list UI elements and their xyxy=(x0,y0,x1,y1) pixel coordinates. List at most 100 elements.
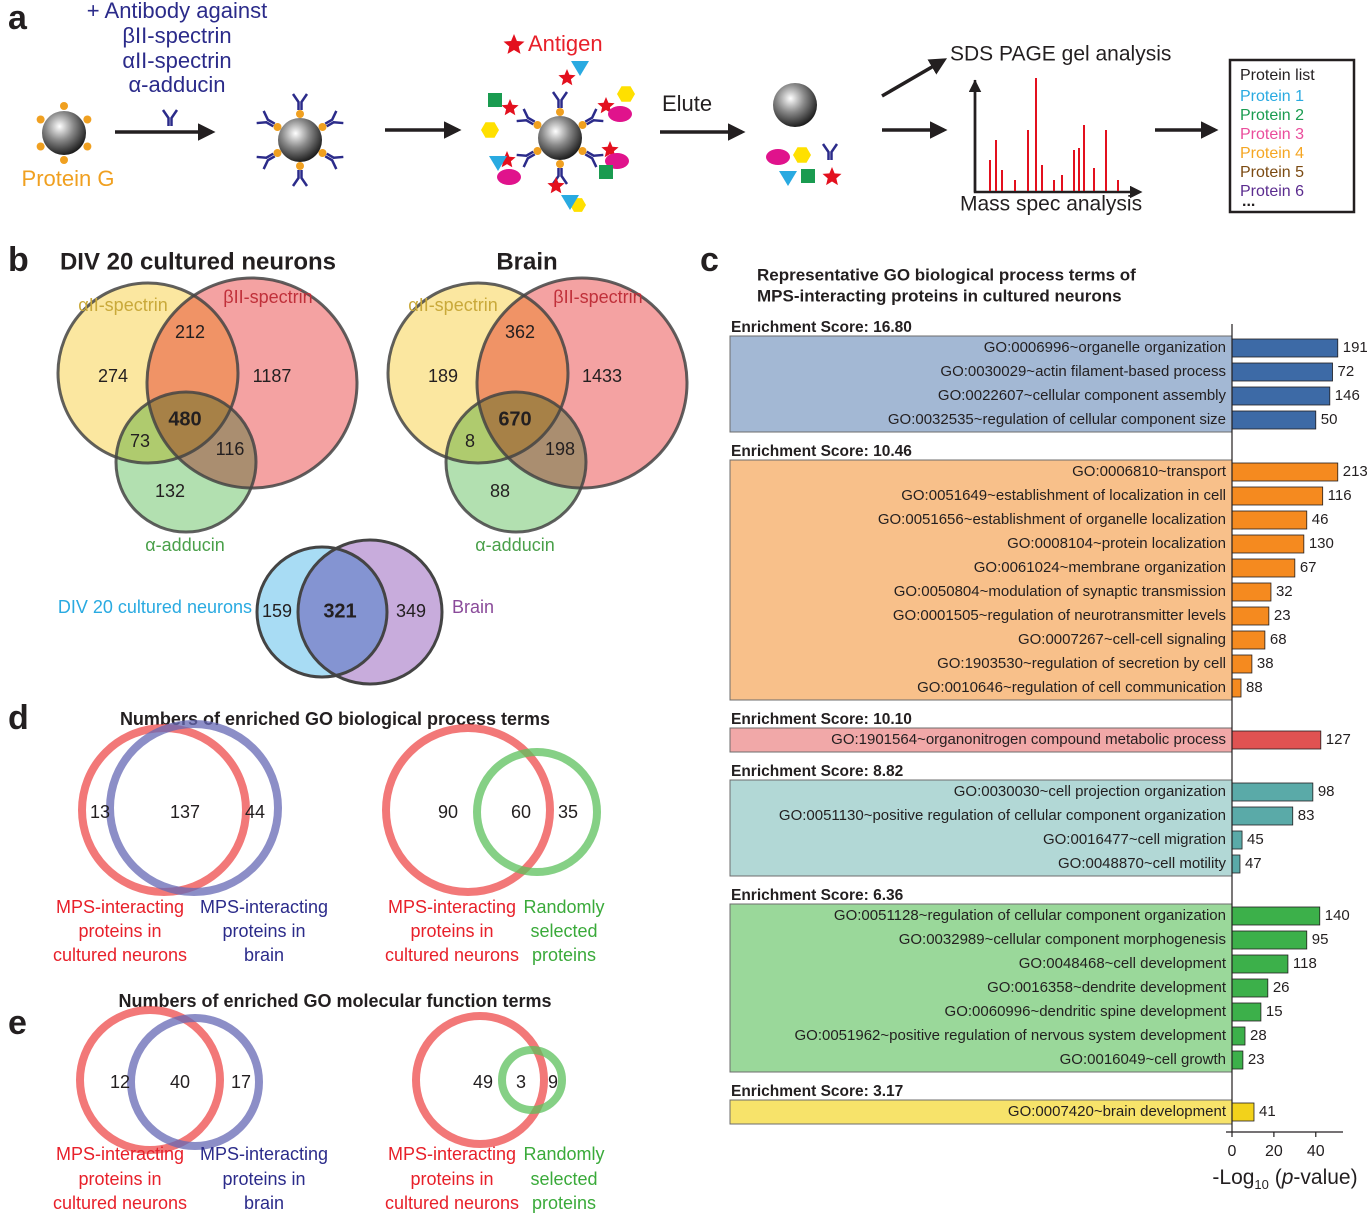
antigen-star xyxy=(547,177,565,194)
arrow xyxy=(881,58,948,98)
bar xyxy=(1231,558,1296,578)
group-box xyxy=(729,1099,1233,1125)
ellipse xyxy=(766,149,790,165)
venn-count: 137 xyxy=(170,802,200,822)
venn-ring xyxy=(498,1046,566,1114)
group-header: Enrichment Score: 3.17 xyxy=(731,1083,903,1100)
set-label: proteins xyxy=(532,1193,596,1213)
triangle xyxy=(489,156,507,171)
protein-g-dot xyxy=(578,147,587,155)
venn-count: 40 xyxy=(170,1072,190,1092)
category-label: GO:0016049~cell growth xyxy=(1060,1051,1226,1068)
venn-count: 90 xyxy=(438,802,458,822)
category-label: GO:0048468~cell development xyxy=(1019,955,1227,972)
label: αII-spectrin xyxy=(122,48,231,73)
group-box xyxy=(729,727,1233,753)
square xyxy=(599,165,613,179)
protein-item: Protein 1 xyxy=(1240,88,1304,105)
venn-count: 159 xyxy=(262,601,292,621)
ms-axes xyxy=(973,80,1143,199)
venn-ring xyxy=(473,748,601,876)
protein-item: Protein 3 xyxy=(1240,126,1304,143)
count-label: 26 xyxy=(1273,979,1290,996)
antibody xyxy=(256,152,276,170)
x-axis-label: -Log10 (p-value) xyxy=(1212,1166,1357,1192)
venn-outline xyxy=(386,281,570,465)
antigen-star xyxy=(498,151,516,168)
bar xyxy=(1231,630,1266,650)
count-label: 146 xyxy=(1335,387,1360,404)
set-label: α-adducin xyxy=(475,535,554,555)
bead xyxy=(42,111,86,155)
category-label: GO:0001505~regulation of neurotransmitte… xyxy=(893,607,1226,624)
venn-count: 44 xyxy=(245,802,265,822)
bar xyxy=(1231,1050,1244,1070)
panel-label: c xyxy=(700,241,719,279)
category-label: GO:0050804~modulation of synaptic transm… xyxy=(894,583,1226,600)
venn-count: 17 xyxy=(231,1072,251,1092)
antigen-star xyxy=(558,69,576,86)
category-label: GO:0060996~dendritic spine development xyxy=(945,1003,1227,1020)
label: ... xyxy=(1242,193,1255,210)
set-label: proteins xyxy=(532,945,596,965)
antibody xyxy=(516,108,536,126)
protein-g-dot xyxy=(556,160,564,168)
set-label: proteins in xyxy=(78,1169,161,1189)
set-label: DIV 20 cultured neurons xyxy=(58,597,252,617)
bar xyxy=(1231,1002,1262,1022)
venn-outline xyxy=(255,545,389,679)
x-axis-label-part: p xyxy=(1281,1166,1294,1189)
bar xyxy=(1231,362,1333,382)
venn xyxy=(388,278,687,532)
venn-count: 13 xyxy=(90,802,110,822)
group-header: Enrichment Score: 16.80 xyxy=(731,319,912,336)
category-label: GO:0007420~brain development xyxy=(1008,1103,1227,1120)
category-label: GO:0022607~cellular component assembly xyxy=(938,387,1227,404)
triangle xyxy=(561,195,579,210)
count-label: 98 xyxy=(1318,783,1335,800)
set-label: MPS-interacting xyxy=(200,1144,328,1164)
category-label: GO:0051649~establishment of localization… xyxy=(901,487,1226,504)
ellipse xyxy=(608,106,632,122)
bar xyxy=(1231,830,1243,850)
set-label: Brain xyxy=(452,597,494,617)
bar xyxy=(1231,806,1294,826)
triangle xyxy=(779,171,797,186)
set-label: proteins in xyxy=(222,1169,305,1189)
category-label: GO:0051128~regulation of cellular compon… xyxy=(834,907,1226,924)
set-label: αII-spectrin xyxy=(78,295,167,315)
bar xyxy=(1231,510,1308,530)
count-label: 213 xyxy=(1343,463,1368,480)
venn-count: 670 xyxy=(498,408,531,430)
protein-item: Protein 5 xyxy=(1240,164,1304,181)
bead xyxy=(773,83,817,127)
category-label: GO:0051962~positive regulation of nervou… xyxy=(794,1027,1226,1044)
protein-g-dot xyxy=(318,149,327,157)
count-label: 83 xyxy=(1298,807,1315,824)
group-box xyxy=(729,903,1233,1073)
category-label: GO:1903530~regulation of secretion by ce… xyxy=(937,655,1226,672)
venn-count: 480 xyxy=(168,408,201,430)
venn-ring xyxy=(412,1012,548,1148)
antigen-star xyxy=(501,99,519,116)
category-label: GO:0006810~transport xyxy=(1072,463,1227,480)
protein-g-dot xyxy=(318,123,327,131)
x-axis-label-part: ( xyxy=(1269,1166,1282,1189)
group-header: Enrichment Score: 10.46 xyxy=(731,443,912,460)
antibody xyxy=(256,110,276,128)
set-label: βII-spectrin xyxy=(553,287,642,307)
protein-item: Protein 6 xyxy=(1240,183,1304,200)
category-label: GO:1901564~organonitrogen compound metab… xyxy=(831,731,1226,748)
venn-count: 49 xyxy=(473,1072,493,1092)
venn-count: 274 xyxy=(98,366,128,386)
venn-count: 88 xyxy=(490,481,510,501)
venn-count: 198 xyxy=(545,439,575,459)
protein-item: Protein 2 xyxy=(1240,107,1304,124)
set-label: MPS-interacting xyxy=(388,897,516,917)
antibody xyxy=(324,110,344,128)
venn-count: 132 xyxy=(155,481,185,501)
hexagon xyxy=(481,122,499,138)
antibody xyxy=(324,152,344,170)
count-label: 23 xyxy=(1248,1051,1265,1068)
venn-circle xyxy=(298,540,442,684)
